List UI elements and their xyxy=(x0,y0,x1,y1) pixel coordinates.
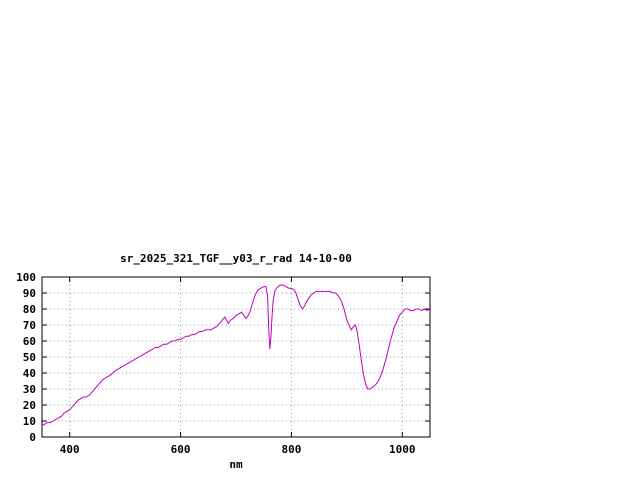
y-tick-label: 40 xyxy=(23,367,36,380)
y-tick-label: 70 xyxy=(23,319,36,332)
y-tick-label: 20 xyxy=(23,399,36,412)
y-tick-label: 60 xyxy=(23,335,36,348)
grid-lines xyxy=(42,276,430,438)
y-tick-label: 50 xyxy=(23,351,36,364)
y-tick-label: 30 xyxy=(23,383,36,396)
x-tick-label: 400 xyxy=(60,443,80,456)
y-tick-label: 90 xyxy=(23,287,36,300)
axis-ticks xyxy=(42,276,430,438)
spectrum-line xyxy=(41,284,431,427)
plot-border xyxy=(41,276,431,438)
tick-labels: 400 600 800 1000 0 10 20 30 40 50 60 70 80 90 100 xyxy=(16,271,415,456)
y-tick-label: 10 xyxy=(23,415,36,428)
x-tick-label: 800 xyxy=(281,443,301,456)
y-tick-label: 80 xyxy=(23,303,36,316)
y-tick-label: 0 xyxy=(29,431,36,444)
x-tick-label: 600 xyxy=(171,443,191,456)
x-tick-label: 1000 xyxy=(389,443,416,456)
y-tick-label: 100 xyxy=(16,271,36,284)
chart-title: sr_2025_321_TGF__y03_r_rad 14-10-00 xyxy=(120,252,352,265)
x-axis-label: nm xyxy=(229,458,243,471)
